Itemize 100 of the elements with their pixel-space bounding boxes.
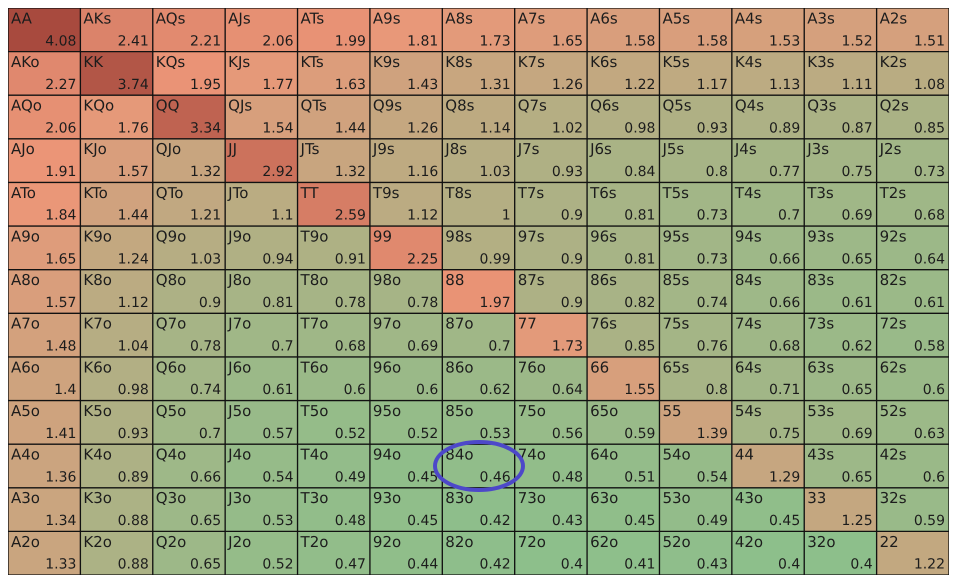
data-label: 0.84 xyxy=(624,164,656,180)
annotation: KQs xyxy=(156,53,186,72)
annotation: Q9o xyxy=(156,227,186,246)
data-label: 0.6 xyxy=(922,469,946,486)
annotation: QTs xyxy=(300,96,328,115)
data-label: 0.81 xyxy=(624,251,656,268)
data-label: 0.73 xyxy=(696,208,728,224)
data-label: 1.58 xyxy=(624,33,656,50)
data-label: 0.91 xyxy=(334,251,366,268)
data-label: 0.78 xyxy=(334,294,366,311)
annotation: 73s xyxy=(807,314,834,333)
data-label: 0.53 xyxy=(480,426,511,442)
annotation: T6o xyxy=(300,358,328,376)
data-label: 0.43 xyxy=(696,556,728,573)
data-label: 1.54 xyxy=(262,120,294,136)
annotation: T3s xyxy=(806,184,834,202)
annotation: T6s xyxy=(589,184,617,202)
data-label: 0.6 xyxy=(416,382,438,398)
data-label: 0.66 xyxy=(769,251,800,268)
data-label: 0.61 xyxy=(914,294,945,311)
data-label: 0.63 xyxy=(914,426,945,442)
annotation: 96s xyxy=(590,227,618,246)
data-label: 0.66 xyxy=(769,294,800,311)
data-label: 1.12 xyxy=(407,208,438,224)
annotation: T2o xyxy=(300,532,328,551)
data-label: 0.44 xyxy=(407,556,438,573)
annotation: T8s xyxy=(444,184,472,202)
annotation: K9o xyxy=(83,227,112,246)
data-label: 0.68 xyxy=(914,208,945,224)
data-label: 0.7 xyxy=(488,338,511,355)
data-label: 0.75 xyxy=(841,164,873,180)
data-label: 0.75 xyxy=(769,426,800,442)
data-label: 0.85 xyxy=(914,120,945,136)
annotation: J4s xyxy=(734,140,757,158)
annotation: 97o xyxy=(372,314,402,333)
annotation: Q7o xyxy=(156,314,186,333)
data-label: 1.73 xyxy=(480,33,511,50)
annotation: J9s xyxy=(372,140,395,158)
data-label: 1.57 xyxy=(118,164,149,180)
annotation: Q6s xyxy=(590,96,620,115)
data-label: 1.04 xyxy=(118,338,149,355)
annotation: KJs xyxy=(228,53,250,72)
data-label: 2.41 xyxy=(118,33,149,50)
annotation: 94o xyxy=(372,446,402,464)
data-label: 1.95 xyxy=(190,76,222,93)
data-label: 4.08 xyxy=(45,33,76,50)
annotation: K3o xyxy=(83,489,112,508)
annotation: 44 xyxy=(734,446,754,464)
annotation: JTs xyxy=(300,140,320,158)
data-label: 0.45 xyxy=(624,513,656,530)
annotation: J5o xyxy=(227,402,252,420)
data-label: 1.16 xyxy=(407,164,438,180)
annotation: J7o xyxy=(227,314,252,333)
annotation: A7s xyxy=(518,9,546,28)
data-label: 0.43 xyxy=(552,513,584,530)
annotation: K8s xyxy=(445,53,473,72)
annotation: K2s xyxy=(880,53,907,72)
data-label: 0.71 xyxy=(769,382,800,398)
data-label: 0.51 xyxy=(624,469,656,486)
annotation: Q8o xyxy=(156,271,186,290)
data-label: 1.17 xyxy=(696,76,728,93)
data-label: 0.64 xyxy=(914,251,946,268)
data-label: 0.49 xyxy=(334,469,366,486)
annotation: AKo xyxy=(11,53,40,72)
annotation: T7o xyxy=(300,314,328,333)
annotation: 85o xyxy=(445,402,474,420)
data-label: 0.45 xyxy=(769,513,800,530)
data-label: 0.98 xyxy=(118,382,149,398)
data-label: 1.02 xyxy=(552,120,584,136)
data-label: 0.69 xyxy=(407,338,438,355)
data-label: 0.69 xyxy=(841,426,873,442)
data-label: 3.74 xyxy=(118,76,149,93)
data-label: 0.74 xyxy=(696,294,728,311)
annotation: K4o xyxy=(83,446,112,464)
data-label: 1.4 xyxy=(54,382,76,398)
annotation: 32o xyxy=(807,532,836,551)
annotation: 64s xyxy=(734,358,762,376)
data-label: 0.45 xyxy=(407,513,438,530)
data-label: 0.48 xyxy=(552,469,584,486)
data-label: 1.03 xyxy=(480,164,511,180)
annotation: 64o xyxy=(590,446,618,464)
annotation: 33 xyxy=(807,489,826,508)
annotation: 73o xyxy=(518,489,546,508)
data-label: 0.6 xyxy=(344,382,366,398)
data-label: 1.76 xyxy=(118,120,149,136)
annotation: Q6o xyxy=(156,358,186,376)
annotation: K2o xyxy=(83,532,112,551)
annotation: 98o xyxy=(372,271,402,290)
data-label: 2.06 xyxy=(45,120,76,136)
data-label: 0.4 xyxy=(778,556,800,573)
annotation: T4s xyxy=(734,184,762,202)
data-label: 0.73 xyxy=(696,251,728,268)
annotation: ATs xyxy=(300,9,324,28)
annotation: 74s xyxy=(734,314,762,333)
annotation: 93s xyxy=(807,227,834,246)
annotation: J7s xyxy=(516,140,540,158)
data-label: 0.61 xyxy=(262,382,294,398)
annotation: 43o xyxy=(734,489,764,508)
data-label: 0.87 xyxy=(841,120,873,136)
annotation: 52s xyxy=(880,402,907,420)
